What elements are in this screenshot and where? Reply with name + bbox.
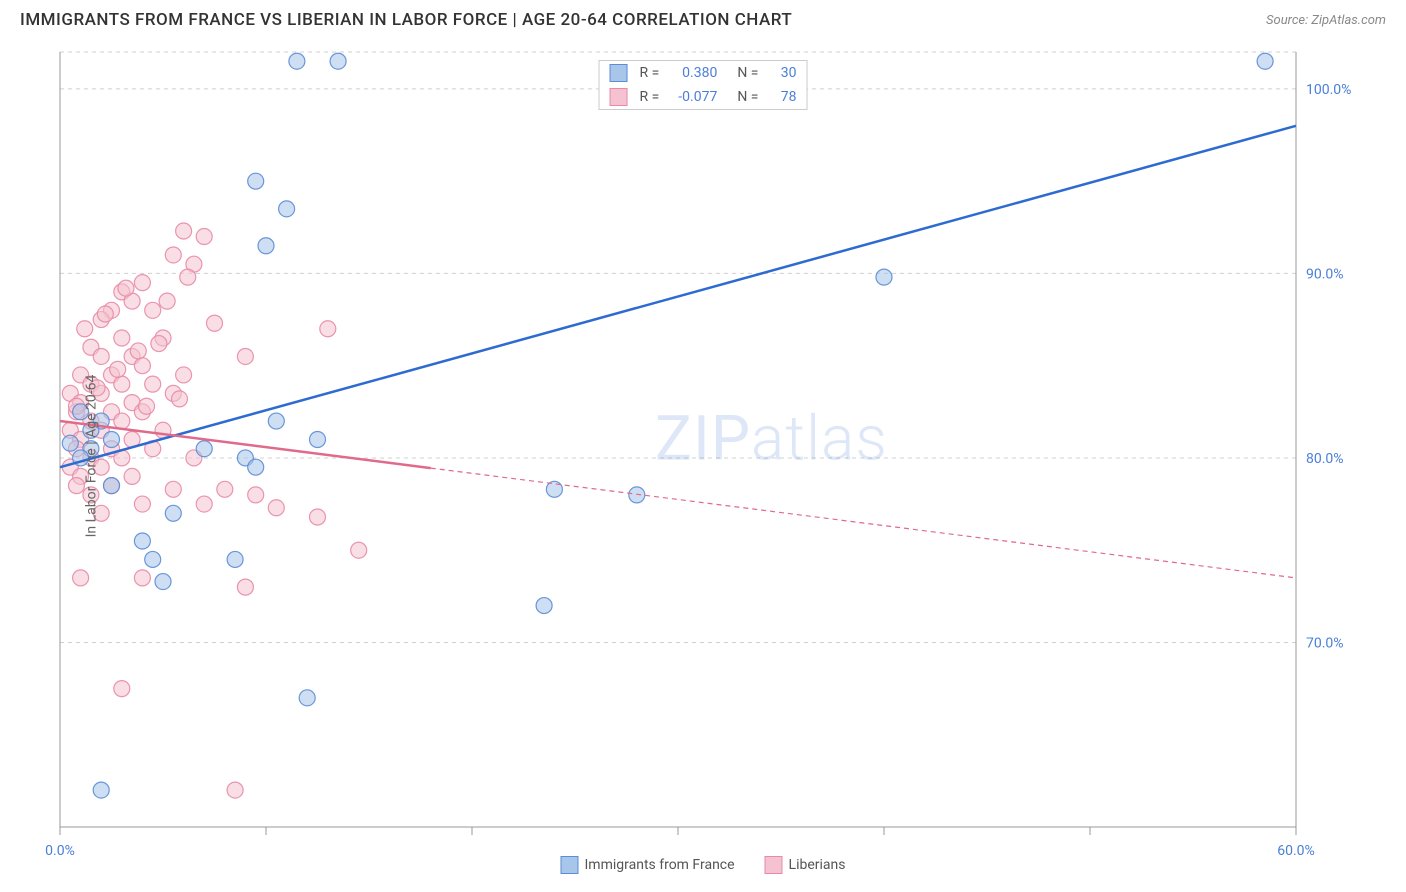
series-legend: Immigrants from France Liberians — [560, 856, 845, 874]
r-label: R = — [640, 89, 660, 105]
svg-text:90.0%: 90.0% — [1306, 266, 1344, 282]
n-label: N = — [737, 89, 758, 105]
chart-area: In Labor Force | Age 20-64 70.0% 80.0% 90.… — [20, 40, 1386, 872]
legend-row: R = 0.380 N = 30 — [600, 61, 807, 85]
svg-text:100.0%: 100.0% — [1306, 82, 1351, 98]
n-label: N = — [737, 65, 758, 81]
correlation-legend: R = 0.380 N = 30 R = -0.077 N = 78 — [599, 60, 808, 110]
legend-row: R = -0.077 N = 78 — [600, 85, 807, 109]
y-axis-label: In Labor Force | Age 20-64 — [83, 375, 99, 538]
legend-swatch — [560, 856, 578, 874]
legend-item: Immigrants from France — [560, 856, 734, 874]
legend-swatch — [610, 64, 628, 82]
chart-header: IMMIGRANTS FROM FRANCE VS LIBERIAN IN LA… — [0, 0, 1406, 30]
chart-source: Source: ZipAtlas.com — [1266, 13, 1386, 28]
chart-title: IMMIGRANTS FROM FRANCE VS LIBERIAN IN LA… — [20, 10, 792, 30]
n-value: 30 — [766, 65, 796, 81]
legend-item: Liberians — [765, 856, 846, 874]
svg-text:0.0%: 0.0% — [45, 843, 75, 859]
svg-text:80.0%: 80.0% — [1306, 451, 1344, 467]
svg-text:70.0%: 70.0% — [1306, 635, 1344, 651]
r-value: -0.077 — [667, 89, 717, 105]
legend-swatch — [765, 856, 783, 874]
legend-swatch — [610, 88, 628, 106]
r-label: R = — [640, 65, 660, 81]
scatter-plot: 70.0% 80.0% 90.0% 100.0% 0.0% 60.0% — [20, 40, 1386, 872]
legend-label: Liberians — [789, 857, 846, 873]
svg-text:60.0%: 60.0% — [1277, 843, 1315, 859]
n-value: 78 — [766, 89, 796, 105]
r-value: 0.380 — [667, 65, 717, 81]
legend-label: Immigrants from France — [584, 857, 734, 873]
